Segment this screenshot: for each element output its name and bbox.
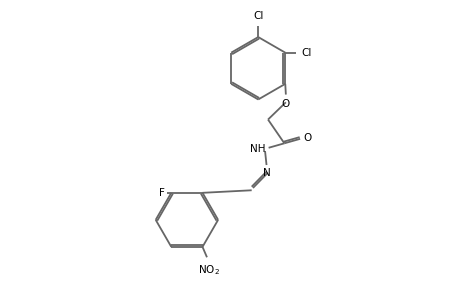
Text: F: F xyxy=(159,188,165,198)
Text: O: O xyxy=(303,133,311,143)
Text: Cl: Cl xyxy=(301,48,311,58)
Text: NO$_2$: NO$_2$ xyxy=(197,263,219,277)
Text: NH: NH xyxy=(249,144,264,154)
Text: O: O xyxy=(281,99,289,109)
Text: N: N xyxy=(262,168,270,178)
Text: Cl: Cl xyxy=(252,11,263,21)
